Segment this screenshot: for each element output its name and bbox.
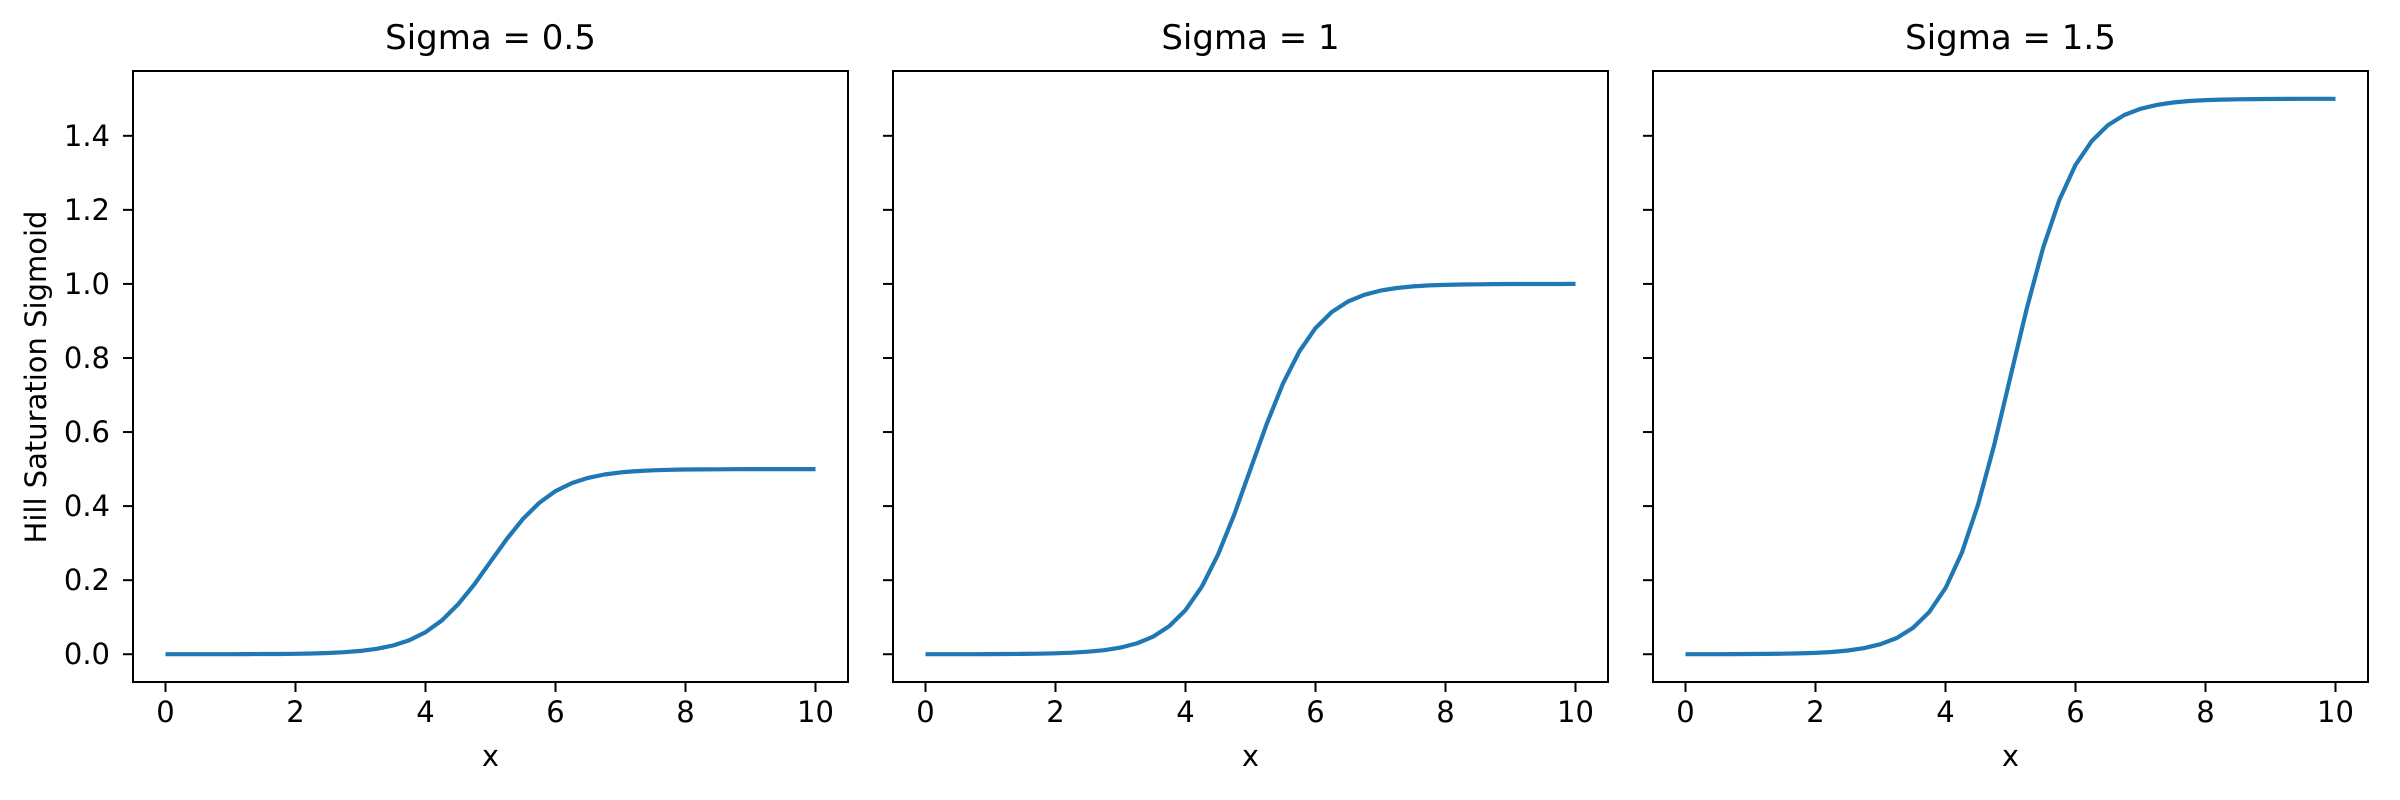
x-tick-label: 0 (1676, 695, 1695, 729)
y-tick-label: 0.8 (63, 340, 110, 375)
sigmoid-curve (1685, 96, 2336, 657)
y-tick-label: 0.6 (63, 415, 110, 450)
x-tick-label: 0 (916, 695, 935, 729)
x-tick-label: 10 (797, 695, 834, 729)
axes-box (892, 70, 1609, 683)
y-tick-label: 0.0 (63, 637, 110, 672)
x-tick-label: 6 (546, 695, 565, 729)
y-tick-label: 1.4 (63, 118, 110, 153)
x-axis-label-2: x (1241, 739, 1260, 773)
x-tick-label: 4 (1176, 695, 1195, 729)
axes-box (1652, 70, 2369, 683)
axes-box (132, 70, 849, 683)
subplot-1-title: Sigma = 0.5 (385, 18, 596, 58)
x-axis-label-3: x (2001, 739, 2020, 773)
x-tick-label: 2 (286, 695, 305, 729)
x-tick-label: 2 (1806, 695, 1825, 729)
x-tick-label: 0 (156, 695, 175, 729)
sigmoid-curve (165, 467, 816, 657)
x-tick-label: 10 (1557, 695, 1594, 729)
x-tick-label: 6 (2066, 695, 2085, 729)
x-tick-label: 8 (2196, 695, 2215, 729)
y-tick-label: 0.2 (63, 563, 110, 598)
y-tick-label: 1.2 (63, 192, 110, 227)
x-tick-label: 4 (1936, 695, 1955, 729)
sigmoid-curve (925, 281, 1576, 657)
x-tick-label: 4 (416, 695, 435, 729)
x-axis-label-1: x (481, 739, 500, 773)
x-tick-label: 10 (2317, 695, 2354, 729)
subplot-3-title: Sigma = 1.5 (1905, 18, 2116, 58)
x-tick-label: 2 (1046, 695, 1065, 729)
y-tick-label: 0.4 (63, 489, 110, 524)
x-tick-label: 8 (1436, 695, 1455, 729)
y-tick-label: 1.0 (63, 266, 110, 301)
x-tick-label: 6 (1306, 695, 1325, 729)
subplot-2-title: Sigma = 1 (1161, 18, 1340, 58)
x-tick-label: 8 (676, 695, 695, 729)
